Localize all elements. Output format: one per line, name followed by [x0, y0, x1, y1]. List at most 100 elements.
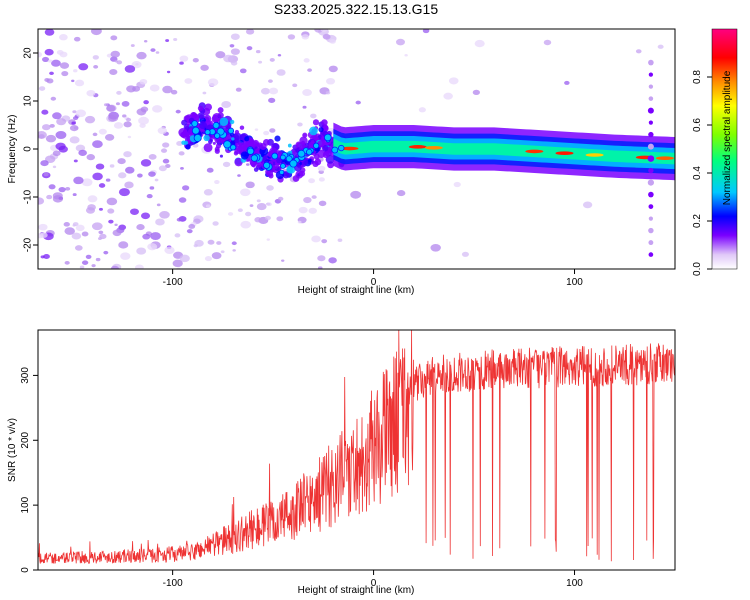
spectral-blob: [217, 107, 224, 114]
spectral-blob: [81, 260, 89, 265]
spectral-blob: [321, 119, 328, 126]
spectral-blob: [125, 166, 135, 174]
spectral-blob: [313, 142, 320, 149]
spectral-blob: [317, 149, 326, 158]
spectral-blob: [258, 60, 263, 64]
spectral-blob: [43, 172, 49, 177]
spectral-blob: [158, 165, 167, 172]
spectral-blob: [237, 174, 241, 177]
spectral-blob: [64, 227, 75, 235]
spectral-blob: [214, 132, 221, 139]
spectral-blob: [318, 126, 324, 133]
spectral-blob: [202, 91, 207, 95]
spectral-blob: [239, 125, 245, 130]
spectral-blob: [185, 144, 191, 150]
spectral-blob: [306, 148, 313, 156]
spectral-blob: [143, 39, 148, 43]
spectral-hotspot: [525, 149, 544, 154]
spectral-blob: [78, 149, 87, 156]
spectral-blob: [648, 72, 654, 77]
spectral-blob: [124, 65, 136, 73]
spectral-blob: [73, 36, 81, 42]
spectral-blob: [212, 141, 216, 145]
spectral-blob: [114, 60, 118, 63]
snr-y-axis-label: SNR (10 * v/v): [7, 418, 18, 482]
spectral-blob: [52, 195, 63, 203]
spectral-blob: [234, 129, 240, 135]
spectral-blob: [98, 207, 103, 211]
spectral-blob: [147, 243, 158, 251]
spectral-blob: [142, 233, 151, 240]
spectral-blob: [648, 120, 653, 125]
spectral-blob: [203, 143, 213, 153]
spectral-blob: [252, 163, 256, 168]
spectral-blob: [42, 124, 51, 131]
spectral-blob: [301, 34, 310, 40]
spectral-blob: [172, 259, 183, 268]
spectral-blob: [69, 125, 79, 132]
colorbar-tick-label: 0.8: [692, 70, 703, 84]
spectral-blob: [191, 120, 199, 128]
spectral-blob: [648, 84, 654, 89]
spectral-blob: [157, 127, 167, 135]
spectral-blob: [72, 193, 77, 197]
spectral-blob: [182, 185, 190, 191]
spectral-blob: [254, 128, 259, 131]
spectral-blob: [109, 68, 118, 75]
spectral-blob: [73, 69, 78, 73]
spectral-blob: [103, 250, 109, 255]
spectral-blob: [44, 29, 55, 36]
snr-y-tick-label: 200: [20, 431, 31, 448]
spectral-blob: [227, 212, 234, 216]
spectral-blob: [207, 78, 219, 87]
spectral-blob: [648, 167, 654, 174]
spectral-blob: [90, 29, 102, 36]
colorbar-tick-label: 0.2: [692, 214, 703, 228]
spectral-blob: [266, 202, 272, 207]
spectral-blob: [216, 241, 222, 245]
spectral-blob: [173, 38, 178, 42]
spectral-blob: [107, 208, 115, 214]
spectral-blob: [166, 70, 171, 74]
spectral-blob: [149, 186, 155, 190]
spectral-blob: [215, 51, 226, 59]
spectral-blob: [160, 148, 168, 153]
spectral-hotspot: [424, 146, 443, 150]
snr-y-tick-label: 0: [20, 567, 31, 573]
spectral-blob: [179, 55, 189, 62]
spectral-blob: [227, 127, 235, 135]
spectral-blob: [239, 68, 247, 74]
spectral-blob: [178, 128, 188, 138]
spectrogram-x-ticks: -100 0 100: [163, 269, 583, 288]
spectral-blob: [93, 65, 99, 69]
spectral-blob: [98, 183, 106, 188]
spectral-blob: [657, 44, 664, 49]
colorbar-ticks: 0.0 0.2 0.4 0.6 0.8: [692, 70, 712, 276]
spectral-blob: [155, 218, 165, 226]
spectral-blob: [647, 179, 654, 186]
spectral-blob: [52, 112, 62, 120]
spectral-blob: [99, 233, 107, 240]
spectral-blob: [136, 224, 145, 231]
spectral-blob: [162, 158, 170, 164]
colorbar: 0.0 0.2 0.4 0.6 0.8 Normalized spectral ampl…: [692, 28, 738, 276]
spectrogram-x-tick-label: -100: [163, 277, 183, 288]
spectral-blob: [200, 64, 209, 71]
spectral-blob: [256, 162, 262, 168]
spectral-blob: [297, 149, 306, 158]
snr-frame: [37, 329, 676, 571]
spectral-blob: [263, 130, 270, 136]
spectral-blob: [38, 131, 47, 139]
spectral-blob: [259, 143, 267, 150]
spectral-blob: [44, 48, 54, 56]
spectral-blob: [109, 164, 115, 168]
spectral-blob: [233, 151, 239, 156]
spectral-blob: [108, 114, 119, 122]
spectral-blob: [120, 252, 131, 260]
spectral-blob: [110, 50, 120, 58]
spectral-blob: [72, 110, 77, 114]
spectral-blob: [117, 158, 126, 165]
spectral-blob: [140, 212, 151, 220]
spectral-blob: [220, 250, 225, 254]
